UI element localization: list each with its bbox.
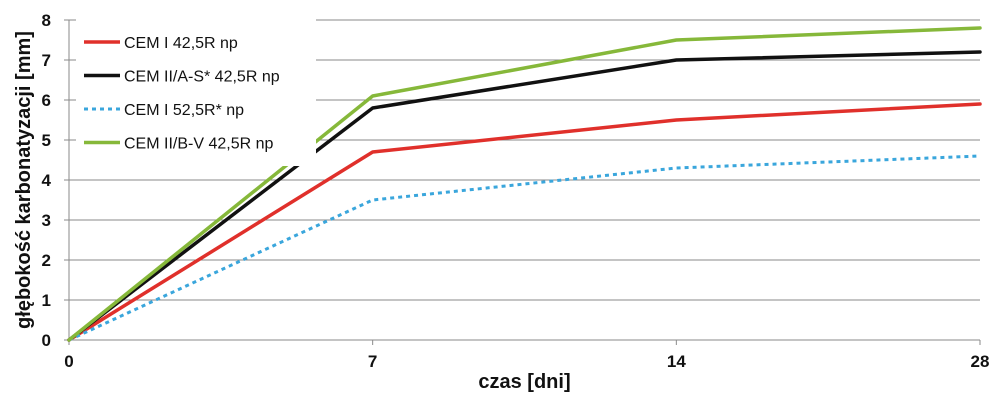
x-tick-label-14: 14 (667, 352, 686, 371)
legend: CEM I 42,5R np CEM II/A-S* 42,5R np CEM … (76, 18, 316, 166)
y-tick-label-4: 4 (42, 171, 52, 190)
y-tick-label-0: 0 (42, 331, 51, 350)
series-line-3 (68, 154, 981, 342)
legend-item-4: CEM II/B-V 42,5R np (84, 136, 273, 153)
tick-labels: 0 1 2 3 4 5 6 7 8 0 7 14 28 (42, 11, 990, 371)
x-tick-label-7: 7 (368, 352, 377, 371)
y-tick-label-6: 6 (42, 91, 51, 110)
legend-label-3: CEM I 52,5R* np (124, 102, 244, 119)
x-axis-title: czas [dni] (478, 371, 570, 393)
legend-item-3: CEM I 52,5R* np (84, 102, 244, 119)
legend-label-4: CEM II/B-V 42,5R np (124, 136, 273, 153)
y-tick-label-7: 7 (42, 51, 51, 70)
y-tick-label-3: 3 (42, 211, 51, 230)
legend-label-2: CEM II/A-S* 42,5R np (124, 69, 280, 86)
y-tick-label-8: 8 (42, 11, 51, 30)
y-tick-label-5: 5 (42, 131, 51, 150)
series-line-2 (67, 50, 982, 342)
series-lines (67, 26, 982, 342)
legend-item-1: CEM I 42,5R np (84, 35, 238, 52)
series-line-4 (67, 26, 982, 342)
x-tick-label-28: 28 (971, 352, 990, 371)
y-axis-title: głębokość karbonatyzacji [mm] (13, 31, 35, 329)
axes (64, 19, 981, 345)
series-line-1 (67, 102, 982, 342)
x-tick-label-0: 0 (64, 352, 73, 371)
y-tick-label-2: 2 (42, 251, 51, 270)
y-tick-label-1: 1 (42, 291, 51, 310)
legend-item-2: CEM II/A-S* 42,5R np (84, 69, 280, 86)
legend-label-1: CEM I 42,5R np (124, 35, 238, 52)
